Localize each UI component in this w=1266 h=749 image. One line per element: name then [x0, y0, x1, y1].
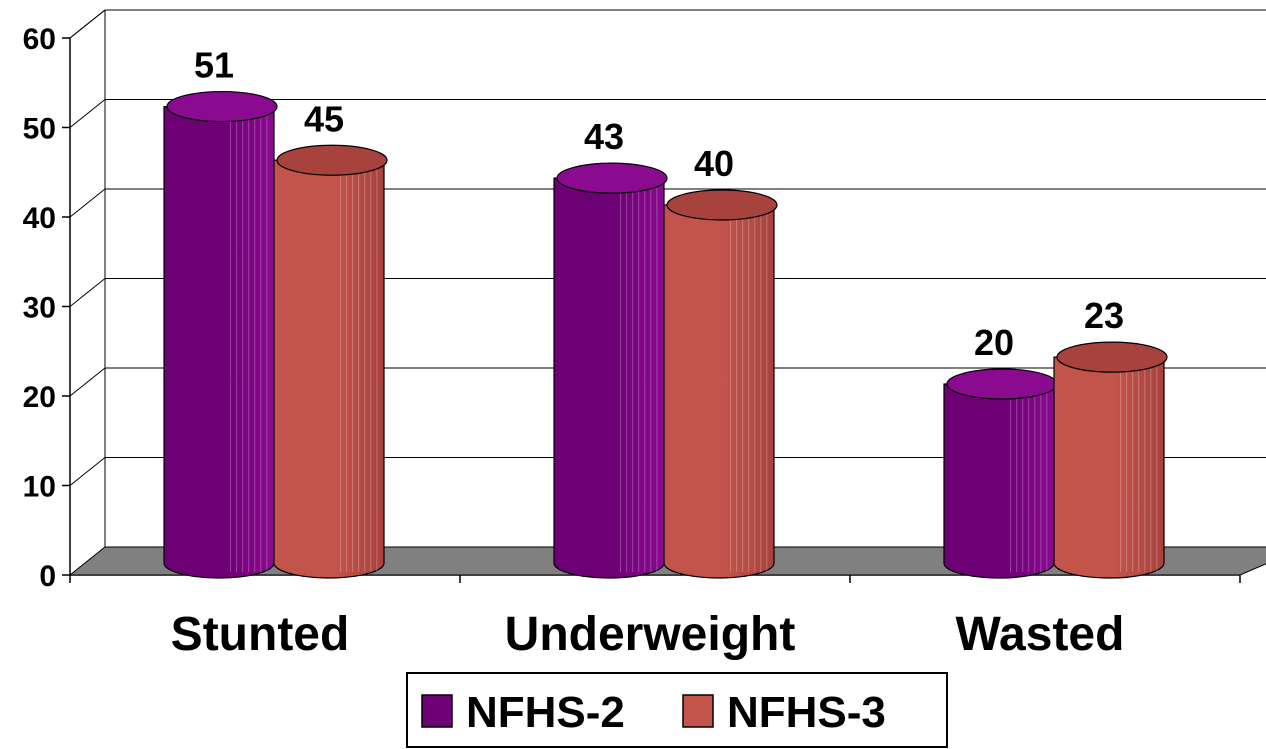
gridline-side: [69, 457, 106, 486]
data-label: 40: [694, 143, 734, 184]
bar-nfhs-3-underweight: [663, 189, 778, 579]
bar-body: [553, 177, 665, 579]
x-tick-label: Stunted: [171, 608, 350, 661]
bar-body: [1053, 356, 1165, 579]
x-tick-label: Underweight: [505, 608, 796, 661]
y-tick-label: 10: [23, 471, 56, 504]
gridline-side: [69, 99, 106, 128]
bar-body: [943, 383, 1055, 579]
bar-top: [166, 90, 278, 123]
y-axis-top-edge: [69, 9, 106, 39]
bar-nfhs-3-wasted: [1053, 341, 1168, 579]
legend-swatch: [421, 694, 453, 728]
data-label: 43: [584, 116, 624, 157]
gridline-side: [69, 188, 106, 218]
bar-top: [556, 162, 668, 194]
y-tick-label: 20: [23, 381, 56, 414]
bar-nfhs-3-stunted: [273, 144, 388, 579]
bar-body: [663, 204, 775, 579]
bar-nfhs-2-underweight: [553, 162, 668, 579]
data-label: 51: [194, 45, 234, 86]
data-label: 20: [974, 322, 1014, 363]
bar-body: [273, 159, 385, 579]
category-labels: Stunted Underweight Wasted: [171, 608, 1125, 661]
bar-nfhs-2-wasted: [943, 368, 1058, 579]
data-label: 23: [1084, 295, 1124, 336]
bar-body: [163, 105, 275, 579]
data-labels: 51 45 43 40 20 23: [194, 45, 1124, 363]
gridline-side: [69, 367, 106, 397]
gridline-side: [69, 278, 106, 307]
bar-nfhs-2-stunted: [163, 90, 278, 579]
legend-box: [406, 672, 948, 748]
bar-top: [1056, 341, 1168, 373]
legend-swatch: [682, 694, 714, 728]
bar-top: [666, 189, 778, 221]
y-tick-label: 0: [39, 560, 56, 593]
x-tick-label: Wasted: [956, 608, 1125, 661]
bars: [163, 90, 1168, 579]
legend-label: NFHS-3: [727, 688, 886, 737]
legend-label: NFHS-2: [466, 688, 625, 737]
legend: NFHS-2 NFHS-3: [406, 672, 948, 748]
data-label: 45: [304, 98, 344, 139]
y-tick-label: 30: [23, 292, 56, 325]
y-tick-label: 60: [23, 23, 56, 56]
y-tick-label: 50: [23, 113, 56, 146]
bar-top: [946, 368, 1058, 400]
bar-top: [276, 144, 388, 176]
y-tick-label: 40: [23, 202, 56, 235]
